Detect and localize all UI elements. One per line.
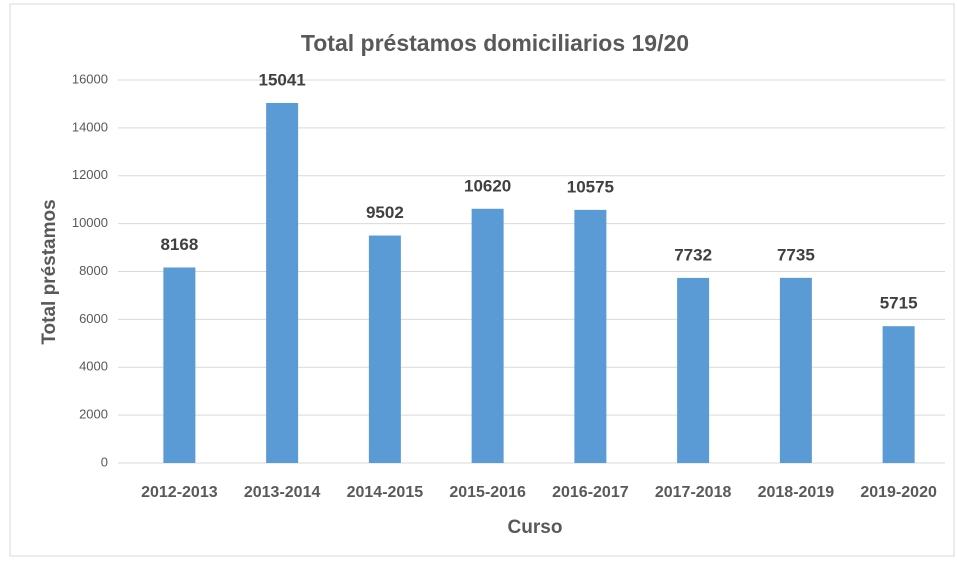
data-label: 15041 [258, 70, 305, 89]
bar [677, 277, 710, 463]
data-label: 10620 [464, 176, 511, 195]
y-tick-label: 14000 [72, 119, 108, 134]
x-tick-label: 2018-2019 [758, 484, 835, 501]
y-tick-label: 12000 [72, 167, 108, 182]
x-tick-label: 2013-2014 [244, 484, 321, 501]
x-tick-label: 2019-2020 [860, 484, 937, 501]
x-tick-label: 2015-2016 [449, 484, 526, 501]
y-tick-label: 2000 [79, 407, 108, 422]
y-tick-label: 6000 [79, 311, 108, 326]
y-tick-label: 16000 [72, 71, 108, 86]
y-tick-label: 4000 [79, 359, 108, 374]
data-label: 7732 [674, 245, 712, 264]
x-tick-label: 2016-2017 [552, 484, 629, 501]
data-label: 7735 [777, 245, 815, 264]
x-tick-label: 2017-2018 [655, 484, 732, 501]
chart-title: Total préstamos domiciliarios 19/20 [301, 30, 689, 56]
bar [574, 209, 607, 463]
bar [266, 102, 299, 464]
y-tick-label: 8000 [79, 263, 108, 278]
bar [882, 326, 915, 463]
x-tick-label: 2012-2013 [141, 484, 218, 501]
bar [368, 235, 401, 463]
y-tick-label: 10000 [72, 215, 108, 230]
x-tick-label: 2014-2015 [347, 484, 424, 501]
bar [779, 277, 812, 463]
bar [163, 267, 196, 463]
y-axis-title: Total préstamos [39, 199, 60, 344]
bar [471, 208, 504, 463]
data-label: 8168 [160, 235, 198, 254]
data-label: 9502 [366, 203, 404, 222]
data-label: 10575 [567, 177, 614, 196]
y-tick-label: 0 [101, 454, 108, 469]
x-axis-title: Curso [508, 517, 563, 538]
data-label: 5715 [880, 294, 918, 313]
